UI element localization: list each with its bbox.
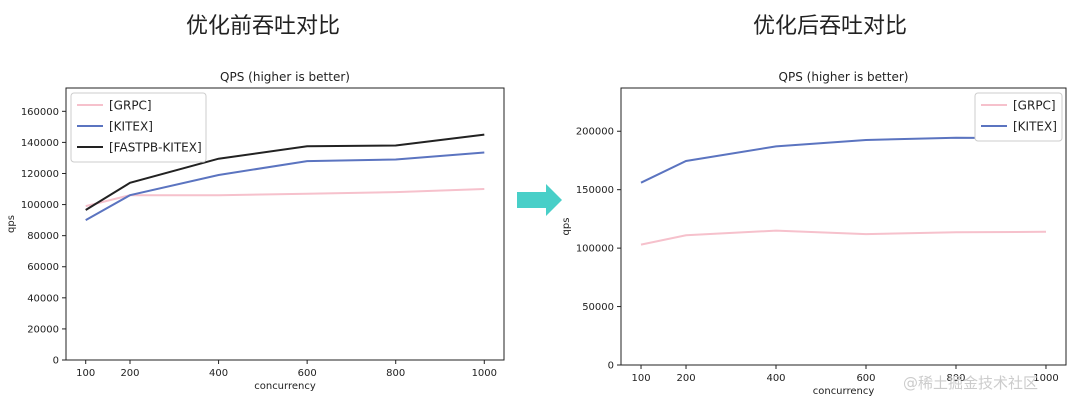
y-tick-label: 60000 [27,262,59,273]
series-line-1 [640,136,1047,184]
watermark: @稀土掘金技术社区 [903,374,1039,392]
x-axis-label: concurrency [813,386,875,397]
y-tick-label: 100000 [576,244,614,255]
y-tick-label: 100000 [21,200,59,211]
y-tick-label: 20000 [27,324,59,335]
x-tick-label: 400 [209,368,228,379]
y-tick-label: 0 [608,361,614,372]
y-tick-label: 50000 [582,302,614,313]
y-tick-label: 200000 [576,127,614,138]
y-tick-label: 120000 [21,169,59,180]
x-tick-label: 800 [946,373,965,384]
chart-title: QPS (higher is better) [220,70,350,84]
right-chart-heading: 优化后吞吐对比 [753,14,908,39]
right-arrow-icon [517,184,562,216]
y-tick-label: 40000 [27,293,59,304]
y-axis-label: qps [561,218,572,236]
series-line-2 [85,133,485,211]
x-axis-label: concurrency [254,381,316,392]
legend-label: [FASTPB-KITEX] [109,141,202,155]
plot-frame [65,87,505,361]
x-tick-label: 100 [631,373,650,384]
y-tick-label: 0 [53,356,59,367]
x-tick-label: 200 [120,368,139,379]
legend-label: [KITEX] [1013,120,1057,134]
y-axis-label: qps [6,215,17,233]
x-tick-label: 800 [386,368,405,379]
series-line-0 [640,229,1047,246]
x-tick-label: 100 [76,368,95,379]
chart-before-optimization: QPS (higher is better) 100 200 400 600 800 100… [6,70,505,392]
x-tick-label: 200 [676,373,695,384]
plot-frame [620,87,1067,366]
y-tick-label: 150000 [576,185,614,196]
legend-label: [GRPC] [1013,99,1056,113]
y-tick-label: 140000 [21,138,59,149]
left-chart-heading: 优化前吞吐对比 [186,14,341,39]
chart-title: QPS (higher is better) [779,70,909,84]
y-tick-label: 80000 [27,231,59,242]
legend-label: [KITEX] [109,120,153,134]
legend-label: [GRPC] [109,99,152,113]
chart-after-optimization: QPS (higher is better) 100 200 400 600 800 100… [561,70,1067,397]
x-tick-label: 400 [766,373,785,384]
series-line-0 [85,188,485,208]
x-tick-label: 600 [856,373,875,384]
y-tick-label: 160000 [21,107,59,118]
series-line-1 [85,151,485,221]
x-tick-label: 1000 [472,368,497,379]
x-tick-label: 1000 [1033,373,1058,384]
legend-box [70,92,207,163]
x-tick-label: 600 [298,368,317,379]
